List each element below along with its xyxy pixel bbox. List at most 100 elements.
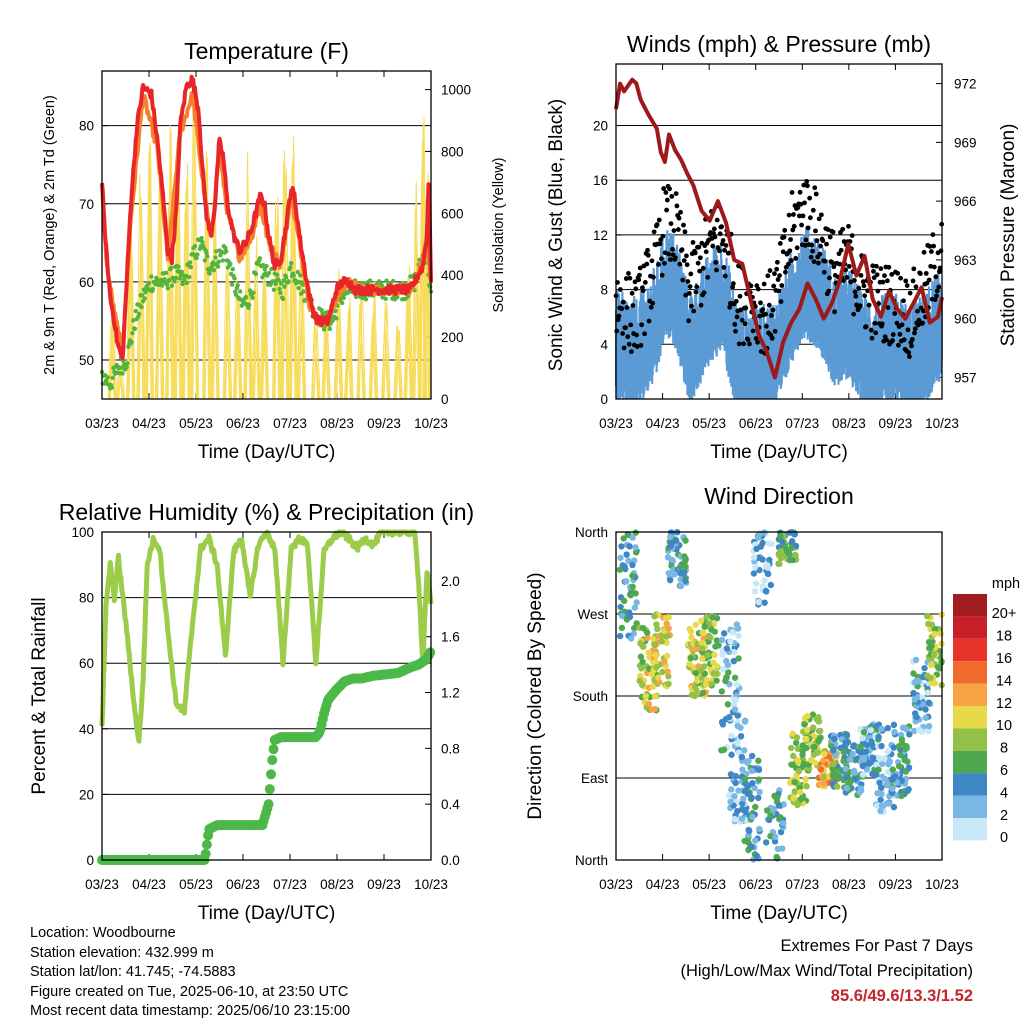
dewpoint-point [130, 330, 135, 336]
direction-point [763, 807, 771, 814]
gust-point [626, 271, 631, 276]
dewpoint-point [216, 259, 221, 264]
solar-spike [212, 269, 220, 400]
gust-point [722, 273, 728, 279]
direction-point [843, 773, 850, 781]
direction-point [799, 742, 806, 749]
x-tick-label: 06/23 [226, 416, 260, 431]
gust-point [824, 241, 829, 247]
direction-point [792, 739, 800, 747]
direction-point [659, 668, 666, 676]
gust-point [789, 190, 795, 195]
gust-point [774, 259, 780, 265]
x-tick-label: 07/23 [785, 416, 819, 431]
x-tick-label: 10/23 [925, 877, 959, 892]
direction-point [744, 790, 752, 798]
direction-point [642, 693, 649, 700]
dewpoint-point [205, 254, 210, 259]
direction-point [724, 701, 732, 708]
dewpoint-point [253, 271, 259, 277]
gust-point [846, 263, 852, 269]
y2-tick-label: 0 [441, 392, 449, 407]
gust-point [873, 263, 879, 269]
plot-frame [101, 531, 432, 861]
x-tick-label: 10/23 [414, 877, 448, 892]
dewpoint-point [288, 265, 293, 270]
x-tick-label: 06/23 [739, 416, 773, 431]
direction-point [616, 566, 624, 573]
temperature-panel: Temperature (F) Time (Day/UTC) 03/23 04/23 0… [42, 38, 507, 463]
direction-point [652, 658, 659, 666]
gust-point [814, 238, 820, 244]
dewpoint-point [390, 278, 396, 284]
direction-point [618, 612, 626, 620]
direction-point [728, 751, 735, 758]
direction-title: Wind Direction [704, 483, 854, 509]
solar-spike [183, 180, 191, 400]
direction-point [820, 780, 827, 787]
gust-point [777, 241, 783, 246]
gust-point [937, 269, 942, 275]
dewpoint-point [279, 281, 284, 286]
gust-point [758, 349, 764, 354]
dewpoint-point [230, 266, 235, 272]
direction-point [802, 775, 809, 783]
gust-point [907, 290, 913, 296]
gust-point [805, 183, 810, 189]
direction-point [616, 632, 624, 640]
dewpoint-point [209, 264, 214, 270]
gust-point [901, 337, 907, 343]
direction-point [734, 740, 741, 747]
direction-point [860, 729, 868, 736]
x-tick-label: 07/23 [785, 877, 819, 892]
gust-point [830, 229, 836, 235]
direction-point [677, 563, 684, 571]
humidity-ylabel: Percent & Total Rainfall [29, 597, 50, 794]
direction-point [884, 724, 892, 732]
gust-point [838, 247, 844, 253]
gust-point [788, 258, 794, 263]
gust-point [666, 251, 672, 257]
direction-point [633, 599, 640, 606]
y-tick-label: 50 [79, 353, 94, 368]
direction-point [694, 645, 701, 653]
direction-point [843, 784, 850, 792]
gust-point [620, 331, 626, 336]
gust-point [747, 341, 752, 347]
gust-point [727, 304, 733, 310]
dewpoint-point [124, 365, 129, 370]
gust-point [693, 289, 699, 295]
legend-label: 20+ [992, 606, 1017, 622]
legend-swatch [953, 616, 987, 639]
dewpoint-point [129, 339, 134, 345]
dewpoint-point [363, 297, 369, 302]
direction-point [829, 747, 837, 754]
dewpoint-point [105, 375, 110, 380]
dewpoint-point [288, 260, 294, 266]
solar-spike [404, 276, 412, 400]
gust-point [667, 257, 673, 262]
direction-point [755, 599, 762, 606]
direction-point [639, 658, 646, 666]
gust-point [772, 328, 778, 334]
direction-point [869, 754, 877, 762]
dewpoint-point [395, 295, 400, 300]
winds-title: Winds (mph) & Pressure (mb) [627, 31, 931, 57]
legend-label: 16 [996, 651, 1012, 667]
gust-point [639, 322, 645, 328]
gust-point [785, 261, 791, 267]
gust-point [829, 260, 835, 265]
direction-point [718, 636, 726, 644]
gust-point [623, 276, 629, 281]
dewpoint-point [251, 290, 256, 295]
gust-point [765, 273, 771, 279]
y-tick-label: 40 [79, 722, 94, 737]
temperature-xlabel: Time (Day/UTC) [198, 442, 336, 463]
direction-point [834, 772, 841, 780]
gust-point [755, 286, 761, 292]
direction-point [925, 722, 933, 730]
gust-point [620, 299, 626, 305]
direction-point [755, 776, 763, 783]
gust-point [626, 341, 632, 347]
direction-point [764, 562, 771, 569]
